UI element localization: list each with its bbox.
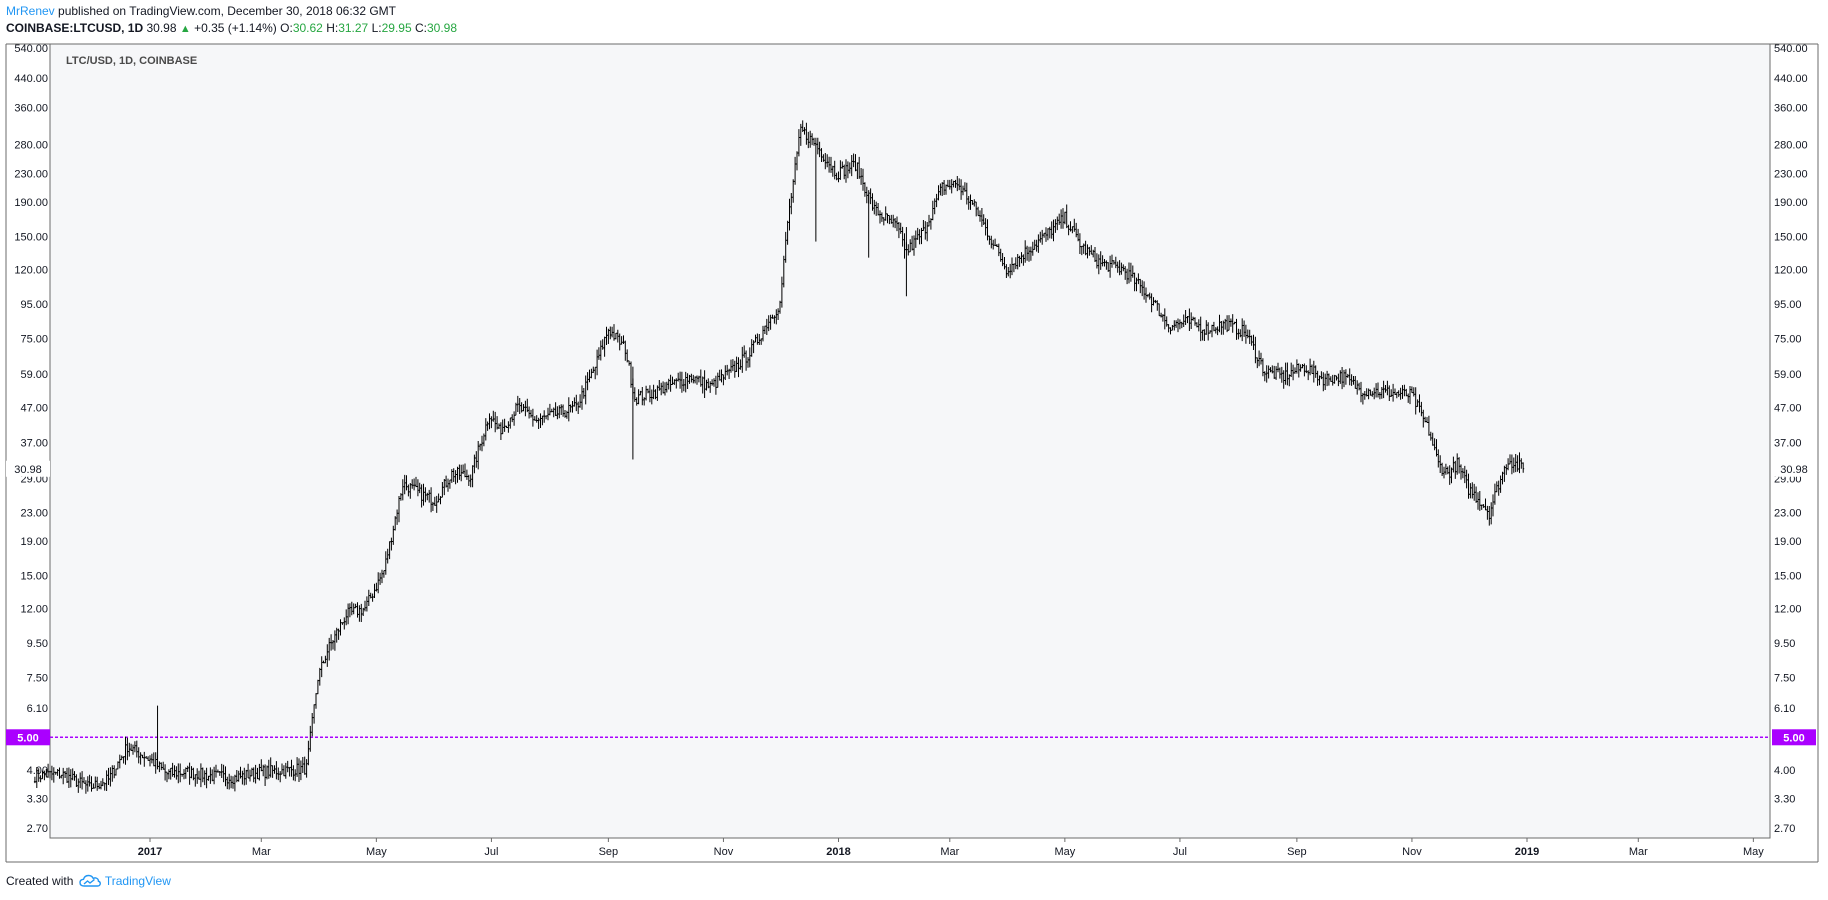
y-tick-label-right: 6.10 [1774, 703, 1795, 715]
y-tick-label-right: 75.00 [1774, 334, 1802, 346]
y-tick-label-right: 12.00 [1774, 603, 1802, 615]
y-tick-label: 280.00 [14, 140, 48, 152]
level-badge [6, 729, 50, 746]
x-tick-label: Sep [599, 846, 619, 858]
y-tick-label: 190.00 [14, 197, 48, 209]
y-tick-label: 3.30 [27, 793, 48, 805]
y-tick-label-right: 280.00 [1774, 140, 1808, 152]
price-change: +0.35 (+1.14%) [194, 21, 277, 35]
high-label: H: [326, 21, 339, 35]
x-tick-label: 2018 [826, 846, 850, 858]
y-tick-label-right: 230.00 [1774, 169, 1808, 181]
last-price-label: 30.98 [14, 464, 42, 476]
y-tick-label-right: 95.00 [1774, 299, 1802, 311]
y-tick-label: 230.00 [14, 169, 48, 181]
author-link[interactable]: MrRenev [6, 4, 55, 18]
x-tick-label: Jul [1173, 846, 1187, 858]
level-badge-label: 5.00 [1783, 732, 1804, 744]
created-with-text: Created with [6, 874, 74, 888]
y-tick-label: 47.00 [20, 402, 48, 414]
level-badge [1772, 729, 1816, 746]
y-tick-label: 37.00 [20, 438, 48, 450]
y-tick-label-right: 59.00 [1774, 369, 1802, 381]
close-value: 30.98 [426, 21, 457, 35]
y-tick-label: 75.00 [20, 334, 48, 346]
y-tick-label-right: 120.00 [1774, 264, 1808, 276]
y-tick-label-right: 150.00 [1774, 232, 1808, 244]
y-tick-label-right: 440.00 [1774, 73, 1808, 85]
y-tick-label-right: 190.00 [1774, 197, 1808, 209]
plot-pane [49, 43, 1771, 839]
x-tick-label: Mar [252, 846, 271, 858]
y-tick-label: 9.50 [27, 638, 48, 650]
y-tick-label: 6.10 [27, 703, 48, 715]
last-price-label: 30.98 [1780, 464, 1808, 476]
chart-title: LTC/USD, 1D, COINBASE [66, 55, 197, 67]
x-tick-label: May [1743, 846, 1764, 858]
y-tick-label: 360.00 [14, 103, 48, 115]
close-label: C: [414, 21, 427, 35]
x-tick-label: Mar [1629, 846, 1648, 858]
x-tick-label: 2019 [1515, 846, 1539, 858]
y-tick-label: 23.00 [20, 508, 48, 520]
y-tick-label-right: 47.00 [1774, 402, 1802, 414]
last-price-badge [1772, 460, 1816, 477]
y-tick-label: 19.00 [20, 536, 48, 548]
y-tick-label: 440.00 [14, 73, 48, 85]
y-tick-label: 12.00 [20, 603, 48, 615]
y-tick-label-right: 23.00 [1774, 508, 1802, 520]
y-tick-label: 120.00 [14, 264, 48, 276]
ltc-usd-series[interactable] [33, 120, 1525, 794]
y-tick-label: 7.50 [27, 673, 48, 685]
y-tick-label-right: 37.00 [1774, 438, 1802, 450]
y-tick-label-right: 7.50 [1774, 673, 1795, 685]
y-tick-label: 59.00 [20, 369, 48, 381]
tradingview-link[interactable]: TradingView [104, 874, 171, 888]
y-tick-label-right: 540.00 [1774, 43, 1808, 55]
x-tick-label: Mar [940, 846, 959, 858]
y-tick-label: 15.00 [20, 571, 48, 583]
low-value: 29.95 [381, 21, 412, 35]
y-tick-label-right: 9.50 [1774, 638, 1795, 650]
publish-info: MrRenev published on TradingView.com, De… [6, 4, 396, 18]
symbol-info: COINBASE:LTCUSD, 1D 30.98 ▲ +0.35 (+1.14… [6, 21, 457, 35]
x-tick-label: 2017 [138, 846, 162, 858]
x-tick-label: Nov [714, 846, 734, 858]
last-price-badge [6, 460, 50, 477]
y-tick-label: 540.00 [14, 43, 48, 55]
x-tick-label: Jul [484, 846, 498, 858]
high-value: 31.27 [338, 21, 369, 35]
publish-text: published on TradingView.com, December 3… [58, 4, 397, 18]
y-tick-label-right: 19.00 [1774, 536, 1802, 548]
open-value: 30.62 [292, 21, 323, 35]
level-badge-label: 5.00 [17, 732, 38, 744]
x-tick-label: Sep [1287, 846, 1307, 858]
x-tick-label: May [366, 846, 387, 858]
x-tick-label: Nov [1402, 846, 1422, 858]
y-tick-label-right: 2.70 [1774, 823, 1795, 835]
x-tick-label: May [1054, 846, 1075, 858]
low-label: L: [371, 21, 382, 35]
y-tick-label: 150.00 [14, 232, 48, 244]
up-arrow-icon: ▲ [179, 23, 191, 35]
y-tick-label: 95.00 [20, 299, 48, 311]
y-tick-label-right: 3.30 [1774, 793, 1795, 805]
y-tick-label-right: 360.00 [1774, 103, 1808, 115]
y-tick-label-right: 15.00 [1774, 571, 1802, 583]
footer: Created with TradingView [6, 874, 171, 891]
y-tick-label-right: 4.00 [1774, 765, 1795, 777]
symbol-label: COINBASE:LTCUSD, 1D [6, 21, 144, 35]
last-price: 30.98 [146, 21, 177, 35]
open-label: O: [280, 21, 293, 35]
tradingview-logo-icon [79, 874, 101, 891]
y-tick-label: 2.70 [27, 823, 48, 835]
